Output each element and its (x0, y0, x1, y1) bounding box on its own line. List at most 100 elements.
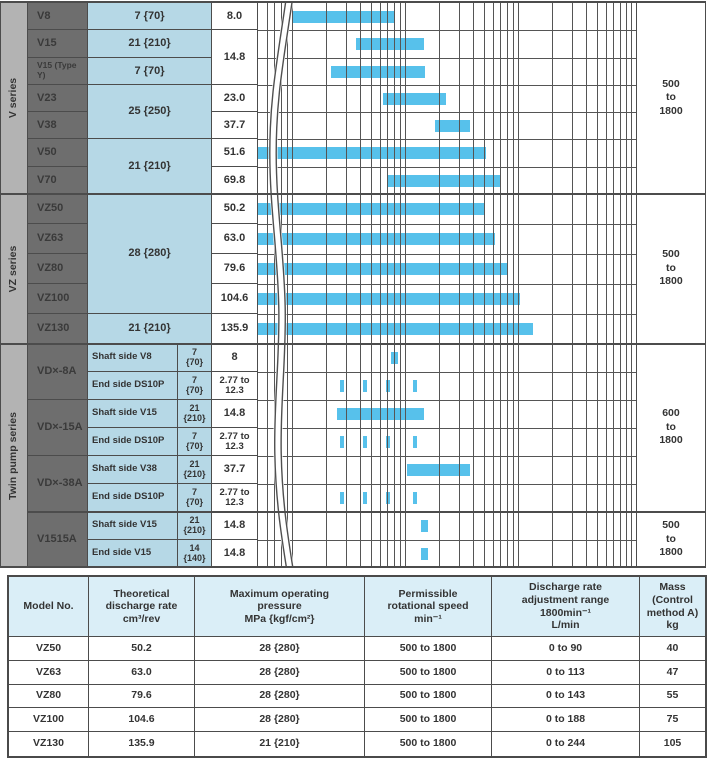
spec-cell: 28 {280} (195, 637, 365, 661)
model-cell: V23 (28, 85, 88, 112)
row-line (258, 372, 636, 373)
gridline (606, 3, 607, 568)
row-line (258, 314, 636, 315)
spec-cell: 500 to 1800 (365, 708, 492, 732)
row-line (258, 58, 636, 59)
gridline (405, 3, 406, 568)
pressure-cell: 7 {70} (88, 58, 212, 85)
gridline (400, 3, 401, 568)
model-cell: VZ100 (28, 284, 88, 314)
spec-cell: 47 (640, 661, 705, 685)
spec-cell: VZ100 (9, 708, 89, 732)
row-line (258, 85, 636, 86)
model-cell: V15 (Type Y) (28, 58, 88, 85)
speed-range-cell: 600 to 1800 (637, 344, 706, 512)
row-line (258, 428, 636, 429)
model-cell: V50 (28, 139, 88, 167)
gridline (597, 3, 598, 568)
gridline (631, 3, 632, 568)
section-divider (0, 193, 706, 195)
spec-cell: 75 (640, 708, 705, 732)
row-line (258, 139, 636, 140)
gridline (439, 3, 440, 568)
tick-bar (413, 380, 417, 392)
model-cell: V15 (28, 30, 88, 58)
pressure-cell: 25 {250} (88, 85, 212, 139)
pressure-cell: 7 {70} (178, 372, 212, 400)
tick-bar (363, 380, 367, 392)
pressure-cell: 7 {70} (178, 484, 212, 512)
row-line (258, 540, 636, 541)
spec-header-cell: Model No. (9, 577, 89, 637)
side-cell: End side V15 (88, 540, 178, 568)
point-bar (421, 520, 428, 532)
pressure-cell: 7 {70} (88, 3, 212, 30)
pressure-cell: 21 {210} (88, 314, 212, 344)
spec-cell: 104.6 (89, 708, 195, 732)
pressure-cell: 21 {210} (88, 139, 212, 194)
side-cell: Shaft side V38 (88, 456, 178, 484)
spec-cell: 500 to 1800 (365, 661, 492, 685)
discharge-cell: 79.6 (212, 254, 258, 284)
gridline (626, 3, 627, 568)
gridline (394, 3, 395, 568)
pressure-cell: 7 {70} (178, 344, 212, 372)
discharge-cell: 14.8 (212, 400, 258, 428)
spec-cell: 0 to 244 (492, 732, 640, 756)
discharge-cell: 14.8 (212, 540, 258, 568)
gridline (552, 3, 553, 568)
gridline (507, 3, 508, 568)
series-label: Twin pump series (6, 411, 19, 500)
spec-cell: 0 to 90 (492, 637, 640, 661)
row-line (258, 254, 636, 255)
side-cell: End side DS10P (88, 484, 178, 512)
model-cell: VZ130 (28, 314, 88, 344)
discharge-cell: 63.0 (212, 224, 258, 254)
range-bar (258, 147, 486, 159)
discharge-cell: 2.77 to 12.3 (212, 484, 258, 512)
discharge-cell: 104.6 (212, 284, 258, 314)
gridline (500, 3, 501, 568)
gridline (371, 3, 372, 568)
range-bar (258, 263, 507, 275)
gridline (484, 3, 485, 568)
tick-bar (386, 436, 390, 448)
discharge-cell: 135.9 (212, 314, 258, 344)
spec-header-cell: Mass (Control method A) kg (640, 577, 705, 637)
gridline (346, 3, 347, 568)
range-bar (258, 233, 495, 245)
model-cell: VZ63 (28, 224, 88, 254)
model-cell: V1515A (28, 512, 88, 568)
tick-bar (363, 436, 367, 448)
discharge-cell: 2.77 to 12.3 (212, 372, 258, 400)
discharge-cell: 8 (212, 344, 258, 372)
pressure-cell: 21 {210} (178, 512, 212, 540)
spec-cell: 500 to 1800 (365, 732, 492, 756)
pressure-cell: 28 {280} (88, 194, 212, 314)
side-cell: Shaft side V15 (88, 400, 178, 428)
gridline (493, 3, 494, 568)
spec-cell: 50.2 (89, 637, 195, 661)
axis-break-mark (268, 3, 295, 568)
series-label-cell: V series (0, 3, 28, 194)
series-label-cell: VZ series (0, 194, 28, 344)
tick-bar (340, 380, 344, 392)
spec-cell: 21 {210} (195, 732, 365, 756)
range-bar (258, 293, 520, 305)
spec-cell: 0 to 113 (492, 661, 640, 685)
spec-header-cell: Permissible rotational speed min⁻¹ (365, 577, 492, 637)
discharge-cell: 37.7 (212, 456, 258, 484)
discharge-cell: 37.7 (212, 112, 258, 139)
range-bar (331, 66, 425, 78)
gridline (459, 3, 460, 568)
model-cell: VD×-8A (28, 344, 88, 400)
tick-bar (413, 436, 417, 448)
tick-bar (340, 436, 344, 448)
gridline (360, 3, 361, 568)
gridline (613, 3, 614, 568)
spec-header-cell: Discharge rate adjustment range 1800min⁻… (492, 577, 640, 637)
range-bar (383, 93, 446, 105)
tick-bar (340, 492, 344, 504)
model-cell: V70 (28, 167, 88, 194)
spec-header-cell: Theoretical discharge rate cm³/rev (89, 577, 195, 637)
